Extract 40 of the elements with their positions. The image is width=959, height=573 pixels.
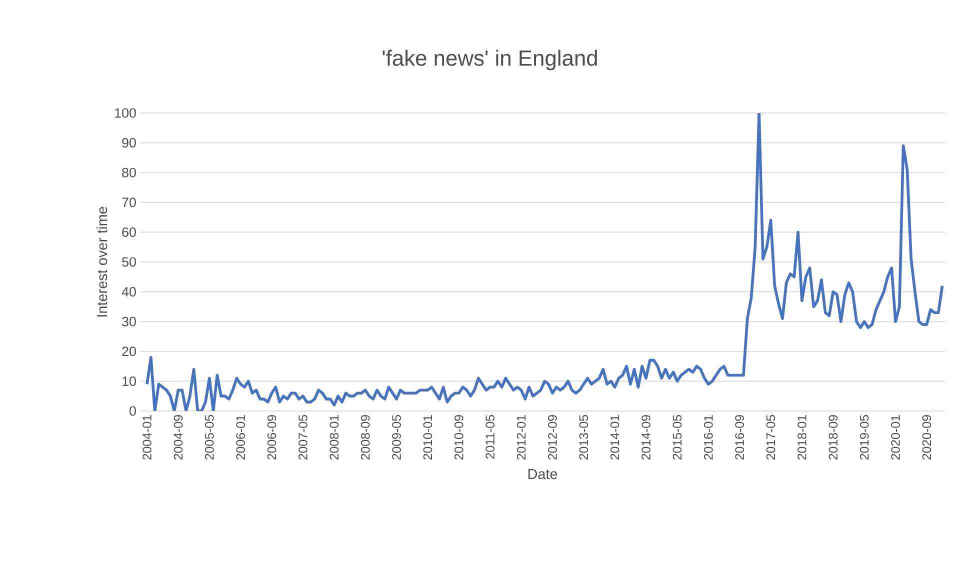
- x-tick-label: 2009-05: [392, 415, 401, 460]
- x-tick-label: 2007-05: [298, 415, 308, 460]
- y-tick-label: 20: [122, 346, 136, 356]
- x-tick-label: 2010-01: [423, 415, 432, 460]
- x-tick-label: 2006-09: [267, 415, 276, 460]
- x-tick-label: 2020-01: [891, 415, 900, 460]
- x-tick-label: 2015-05: [672, 415, 682, 460]
- x-tick-label: 2004-09: [174, 415, 183, 460]
- y-tick-label: 50: [122, 257, 136, 267]
- x-tick-label: 2014-09: [642, 415, 650, 460]
- x-tick-label: 2016-09: [735, 415, 744, 460]
- x-tick-label: 2004-01: [142, 415, 152, 460]
- y-axis-title: Interest over time: [96, 206, 108, 316]
- x-axis-title: Date: [528, 469, 558, 480]
- y-tick-label: 10: [122, 376, 136, 386]
- y-tick-label: 100: [115, 108, 136, 118]
- x-tick-label: 2013-05: [579, 415, 588, 460]
- y-tick-label: 80: [122, 168, 136, 178]
- x-tick-label: 2008-01: [330, 415, 339, 460]
- y-tick-label: 40: [122, 287, 136, 297]
- x-tick-label: 2005-05: [205, 415, 214, 460]
- y-tick-label: 90: [122, 138, 136, 148]
- x-tick-label: 2008-09: [360, 415, 370, 460]
- x-tick-label: 2019-05: [860, 415, 869, 460]
- x-tick-label: 2017-05: [766, 415, 776, 460]
- x-tick-label: 2018-01: [798, 415, 806, 460]
- x-tick-label: 2012-01: [516, 415, 526, 460]
- x-tick-label: 2018-09: [828, 415, 838, 460]
- x-tick-label: 2016-01: [704, 415, 713, 460]
- y-tick-label: 60: [122, 227, 136, 237]
- y-tick-label: 0: [130, 406, 136, 416]
- x-tick-label: 2010-09: [454, 415, 464, 460]
- y-tick-label: 30: [122, 316, 136, 326]
- x-tick-label: 2012-09: [548, 415, 557, 460]
- x-tick-label: 2006-01: [236, 415, 245, 460]
- x-tick-label: 2020-09: [922, 415, 932, 460]
- chart-title: 'fake news' in England: [382, 50, 597, 70]
- x-tick-label: 2011-05: [486, 415, 494, 459]
- x-tick-label: 2014-01: [610, 415, 620, 460]
- y-tick-label: 70: [122, 198, 136, 208]
